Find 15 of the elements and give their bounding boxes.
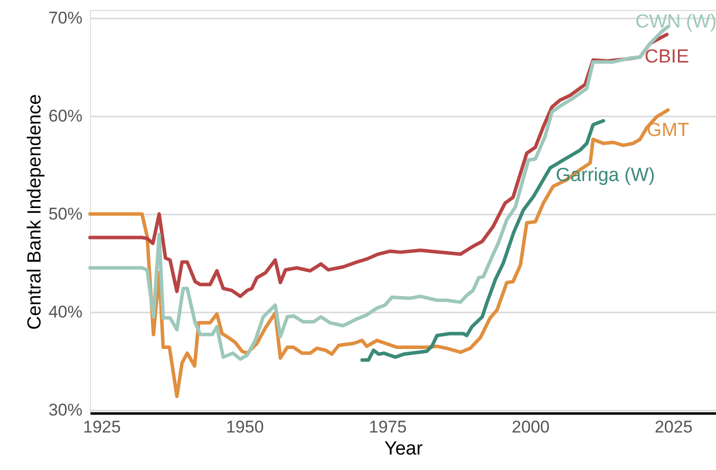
series-label: GMT (646, 120, 690, 142)
x-axis-title: Year (384, 438, 424, 460)
x-tick-label: 1925 (83, 418, 121, 436)
y-tick-label: 30% (48, 400, 82, 420)
y-tick-label: 50% (48, 204, 82, 224)
series-label: CWN (W) (635, 12, 716, 33)
x-tick-label: 1975 (368, 418, 407, 436)
x-tick-label: 1950 (226, 418, 264, 436)
y-tick-label: 40% (48, 302, 82, 322)
y-tick-label: 60% (48, 106, 82, 126)
series-label: CBIE (644, 46, 690, 68)
x-tick-label: 2000 (512, 418, 550, 436)
y-axis-title: Central Bank Independence (24, 94, 46, 330)
y-tick-label: 70% (48, 8, 82, 28)
x-tick-label: 2025 (654, 418, 693, 436)
